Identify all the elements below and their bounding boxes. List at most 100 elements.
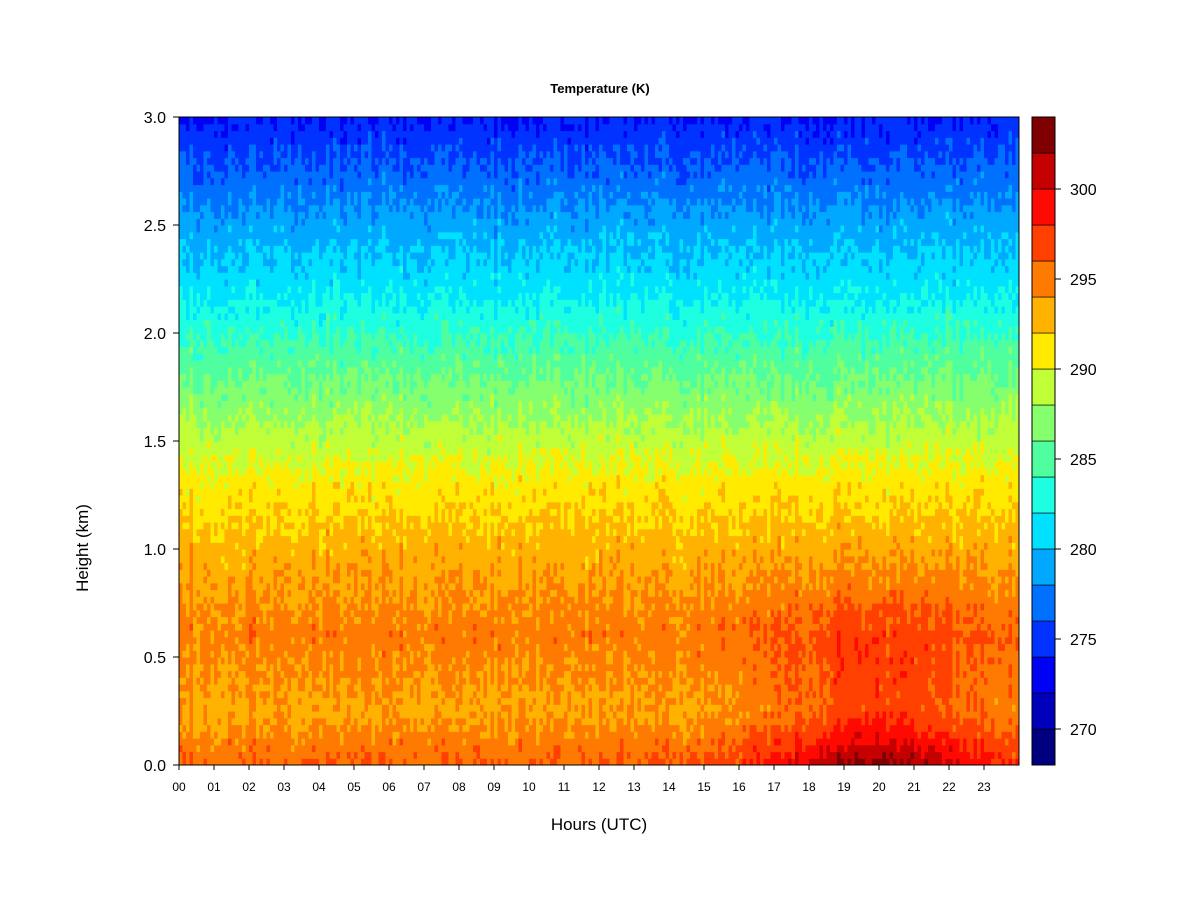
heatmap-cell	[239, 677, 243, 684]
heatmap-cell	[347, 191, 351, 198]
heatmap-cell	[344, 171, 348, 178]
heatmap-cell	[309, 610, 313, 617]
heatmap-cell	[305, 569, 309, 576]
heatmap-cell	[214, 522, 218, 529]
heatmap-cell	[340, 259, 344, 266]
heatmap-cell	[295, 212, 299, 219]
heatmap-cell	[288, 212, 292, 219]
heatmap-cell	[267, 171, 271, 178]
heatmap-cell	[228, 137, 232, 144]
heatmap-cell	[291, 374, 295, 381]
heatmap-cell	[326, 434, 330, 441]
heatmap-cell	[186, 212, 190, 219]
heatmap-cell	[330, 259, 334, 266]
heatmap-cell	[228, 434, 232, 441]
heatmap-cell	[190, 367, 194, 374]
heatmap-cell	[330, 684, 334, 691]
heatmap-cell	[197, 252, 201, 259]
heatmap-cell	[358, 178, 362, 185]
heatmap-cell	[260, 711, 264, 718]
heatmap-cell	[351, 657, 355, 664]
heatmap-cell	[256, 482, 260, 489]
heatmap-cell	[333, 590, 337, 597]
heatmap-cell	[211, 434, 215, 441]
heatmap-cell	[358, 745, 362, 752]
heatmap-cell	[256, 380, 260, 387]
heatmap-cell	[267, 637, 271, 644]
heatmap-cell	[319, 603, 323, 610]
heatmap-cell	[312, 239, 316, 246]
heatmap-cell	[270, 448, 274, 455]
heatmap-cell	[228, 191, 232, 198]
heatmap-cell	[239, 347, 243, 354]
heatmap-cell	[211, 421, 215, 428]
heatmap-cell	[263, 151, 267, 158]
heatmap-cell	[312, 178, 316, 185]
heatmap-cell	[214, 299, 218, 306]
heatmap-cell	[235, 455, 239, 462]
heatmap-cell	[344, 758, 348, 765]
heatmap-cell	[246, 515, 250, 522]
heatmap-cell	[179, 752, 183, 759]
heatmap-cell	[253, 482, 257, 489]
heatmap-cell	[228, 650, 232, 657]
heatmap-cell	[218, 178, 222, 185]
heatmap-cell	[239, 495, 243, 502]
heatmap-cell	[249, 367, 253, 374]
heatmap-cell	[239, 164, 243, 171]
heatmap-cell	[337, 158, 341, 165]
heatmap-cell	[323, 488, 327, 495]
heatmap-cell	[214, 441, 218, 448]
heatmap-cell	[284, 549, 288, 556]
heatmap-cell	[242, 374, 246, 381]
heatmap-cell	[256, 752, 260, 759]
heatmap-cell	[340, 664, 344, 671]
heatmap-cell	[253, 677, 257, 684]
heatmap-cell	[323, 623, 327, 630]
heatmap-cell	[232, 239, 236, 246]
heatmap-cell	[277, 144, 281, 151]
heatmap-cell	[193, 704, 197, 711]
heatmap-cell	[351, 428, 355, 435]
heatmap-cell	[204, 252, 208, 259]
heatmap-cell	[197, 421, 201, 428]
heatmap-cell	[298, 468, 302, 475]
heatmap-cell	[274, 306, 278, 313]
heatmap-cell	[239, 151, 243, 158]
heatmap-cell	[274, 252, 278, 259]
heatmap-cell	[228, 738, 232, 745]
heatmap-cell	[197, 266, 201, 273]
heatmap-cell	[298, 563, 302, 570]
heatmap-cell	[274, 556, 278, 563]
heatmap-cell	[221, 259, 225, 266]
heatmap-cell	[358, 421, 362, 428]
heatmap-cell	[309, 576, 313, 583]
heatmap-cell	[193, 475, 197, 482]
heatmap-cell	[214, 320, 218, 327]
heatmap-cell	[270, 347, 274, 354]
heatmap-cell	[211, 515, 215, 522]
heatmap-cell	[197, 293, 201, 300]
heatmap-cell	[207, 610, 211, 617]
heatmap-cell	[214, 617, 218, 624]
heatmap-cell	[263, 502, 267, 509]
heatmap-cell	[225, 225, 229, 232]
heatmap-cell	[326, 340, 330, 347]
heatmap-cell	[204, 144, 208, 151]
heatmap-cell	[218, 461, 222, 468]
heatmap-cell	[351, 360, 355, 367]
heatmap-cell	[232, 171, 236, 178]
heatmap-cell	[190, 610, 194, 617]
heatmap-cell	[225, 117, 229, 124]
heatmap-cell	[281, 407, 285, 414]
heatmap-cell	[267, 684, 271, 691]
heatmap-cell	[179, 299, 183, 306]
heatmap-cell	[344, 617, 348, 624]
heatmap-cell	[277, 353, 281, 360]
heatmap-cell	[330, 617, 334, 624]
heatmap-cell	[263, 542, 267, 549]
heatmap-cell	[186, 171, 190, 178]
heatmap-cell	[267, 509, 271, 516]
heatmap-cell	[298, 549, 302, 556]
heatmap-cell	[253, 191, 257, 198]
